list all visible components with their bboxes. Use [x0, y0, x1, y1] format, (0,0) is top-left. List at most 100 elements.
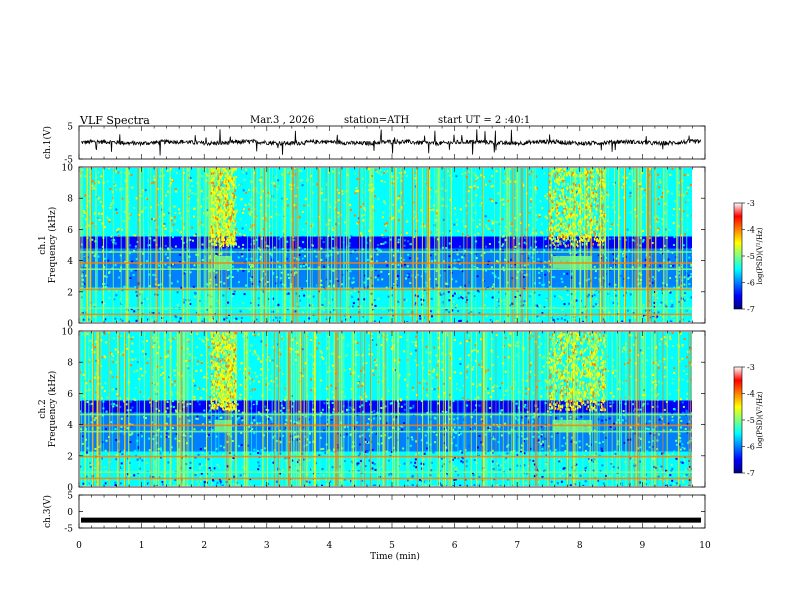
sferic-line — [611, 332, 613, 486]
sferic-line — [80, 332, 82, 486]
sferic-line — [300, 332, 302, 486]
sferic-line — [644, 332, 646, 486]
sferic-line — [251, 332, 252, 486]
sferic-line — [120, 168, 122, 322]
psd-band — [80, 239, 692, 243]
sferic-line — [513, 332, 514, 486]
y-tick-label: 10 — [62, 328, 74, 338]
sferic-line — [217, 168, 219, 322]
sferic-line — [552, 332, 554, 486]
sferic-line — [688, 332, 690, 486]
sferic-line — [511, 168, 513, 322]
band-line — [80, 268, 692, 270]
sferic-line — [284, 168, 285, 322]
sferic-line — [348, 168, 349, 322]
sferic-line — [95, 168, 97, 322]
sferic-line — [532, 168, 534, 322]
sferic-line — [128, 168, 130, 322]
psd-band — [80, 403, 692, 407]
sferic-line — [127, 168, 129, 322]
sferic-line — [625, 332, 627, 486]
sferic-line — [276, 168, 278, 322]
colorbar-strip — [733, 366, 743, 474]
sferic-line — [285, 332, 287, 486]
sferic-line — [389, 168, 391, 322]
y-tick-label: 6 — [67, 390, 73, 400]
sferic-line — [448, 332, 450, 486]
sferic-line — [406, 332, 408, 486]
sferic-line — [434, 168, 436, 322]
sferic-line — [390, 168, 392, 322]
sferic-line — [343, 168, 344, 322]
colorbar-tick-label: -3 — [747, 363, 755, 372]
sferic-line — [136, 332, 138, 486]
sferic-line — [539, 332, 541, 486]
psd-band — [80, 421, 692, 425]
y-tick-label: 0 — [67, 508, 73, 518]
sferic-line — [139, 168, 141, 322]
sferic-line — [97, 332, 99, 486]
sferic-line — [361, 168, 363, 322]
psd-band — [80, 209, 692, 213]
sferic-line — [523, 332, 524, 486]
sferic-line — [535, 332, 537, 486]
sferic-line — [106, 168, 108, 322]
sferic-line — [370, 332, 371, 486]
psd-band — [80, 400, 692, 404]
sferic-line — [125, 168, 127, 322]
x-tick-label: 0 — [76, 541, 82, 551]
sferic-line — [203, 168, 205, 322]
sferic-line — [96, 168, 98, 322]
sferic-line — [618, 168, 619, 322]
sferic-line — [450, 332, 452, 486]
sferic-line — [428, 332, 429, 486]
sferic-line — [621, 332, 622, 486]
band-line — [80, 455, 692, 458]
x-tick-label: 3 — [264, 541, 270, 551]
band-line — [80, 471, 692, 473]
sferic-line — [274, 332, 276, 486]
psd-band — [80, 299, 692, 303]
sferic-line — [511, 332, 513, 486]
sferic-line — [197, 168, 198, 322]
sferic-line — [590, 168, 592, 322]
sferic-line — [394, 168, 396, 322]
psd-band — [80, 475, 692, 479]
psd-band — [80, 275, 692, 279]
sferic-line — [298, 168, 299, 322]
y-tick-label: 2 — [67, 452, 73, 462]
psd-band — [80, 263, 692, 267]
sferic-line — [257, 168, 259, 322]
sferic-line — [311, 168, 313, 322]
sferic-line — [504, 168, 506, 322]
sferic-line — [339, 168, 341, 322]
sferic-line — [627, 168, 629, 322]
station-label: station=ATH — [344, 115, 410, 126]
sferic-line — [243, 332, 245, 486]
psd-band — [80, 168, 692, 171]
waveform-trace — [80, 129, 701, 156]
psd-band — [80, 185, 692, 189]
sferic-line — [638, 332, 640, 486]
sferic-line — [676, 168, 678, 322]
sferic-line — [411, 168, 413, 322]
band-line — [80, 251, 692, 253]
sferic-line — [642, 332, 644, 486]
sferic-line — [186, 168, 188, 322]
sferic-line — [182, 332, 184, 486]
psd-band — [80, 472, 692, 476]
sferic-line — [253, 168, 255, 322]
sferic-line — [154, 332, 156, 486]
sferic-line — [517, 332, 519, 486]
sferic-line — [343, 332, 345, 486]
sferic-line — [263, 332, 265, 486]
psd-band — [80, 445, 692, 449]
sferic-line — [634, 332, 636, 486]
sferic-line — [446, 168, 448, 322]
sferic-line — [377, 332, 378, 486]
sferic-line — [606, 332, 608, 486]
psd-band — [80, 266, 692, 270]
sferic-line — [96, 332, 98, 486]
sferic-line — [291, 168, 293, 322]
sferic-line — [543, 168, 545, 322]
